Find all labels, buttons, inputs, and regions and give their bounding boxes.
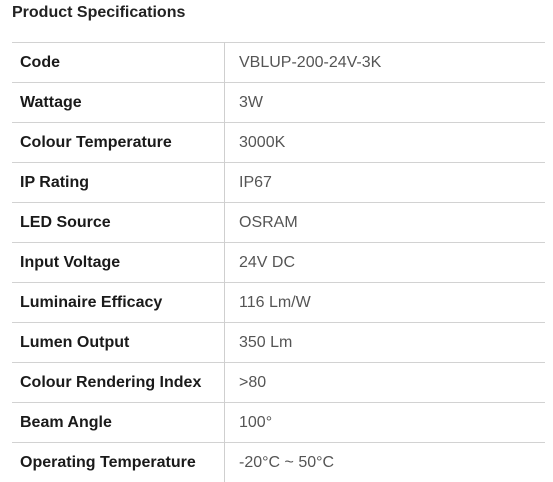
spec-value: 24V DC — [224, 242, 545, 283]
spec-value: 350 Lm — [224, 322, 545, 363]
spec-label: Code — [12, 42, 225, 83]
spec-table: Code VBLUP-200-24V-3K Wattage 3W Colour Temp… — [12, 42, 545, 482]
spec-value: 3000K — [224, 122, 545, 163]
spec-value: 3W — [224, 82, 545, 123]
spec-label: Input Voltage — [12, 242, 225, 283]
spec-label: Colour Rendering Index — [12, 362, 225, 403]
spec-value: >80 — [224, 362, 545, 403]
spec-row: Input Voltage 24V DC — [12, 242, 545, 283]
spec-row: Operating Temperature -20°C ~ 50°C — [12, 442, 545, 482]
spec-value: 100° — [224, 402, 545, 443]
spec-row: Wattage 3W — [12, 82, 545, 123]
spec-row: Colour Rendering Index >80 — [12, 362, 545, 403]
spec-label: Wattage — [12, 82, 225, 123]
spec-label: Lumen Output — [12, 322, 225, 363]
spec-row: LED Source OSRAM — [12, 202, 545, 243]
spec-label: Colour Temperature — [12, 122, 225, 163]
spec-value: IP67 — [224, 162, 545, 203]
title: Product Specifications — [12, 4, 186, 21]
spec-value: VBLUP-200-24V-3K — [224, 42, 545, 83]
spec-label: Beam Angle — [12, 402, 225, 443]
spec-row: IP Rating IP67 — [12, 162, 545, 203]
spec-value: OSRAM — [224, 202, 545, 243]
spec-row: Luminaire Efficacy 116 Lm/W — [12, 282, 545, 323]
spec-value: 116 Lm/W — [224, 282, 545, 323]
spec-row: Beam Angle 100° — [12, 402, 545, 443]
spec-row: Code VBLUP-200-24V-3K — [12, 42, 545, 83]
table-body: Code VBLUP-200-24V-3K Wattage 3W Colour Temp… — [12, 42, 545, 482]
spec-row: Colour Temperature 3000K — [12, 122, 545, 163]
spec-label: LED Source — [12, 202, 225, 243]
spec-row: Lumen Output 350 Lm — [12, 322, 545, 363]
spec-label: Luminaire Efficacy — [12, 282, 225, 323]
spec-label: IP Rating — [12, 162, 225, 203]
spec-value: -20°C ~ 50°C — [224, 442, 545, 482]
spec-label: Operating Temperature — [12, 442, 225, 482]
